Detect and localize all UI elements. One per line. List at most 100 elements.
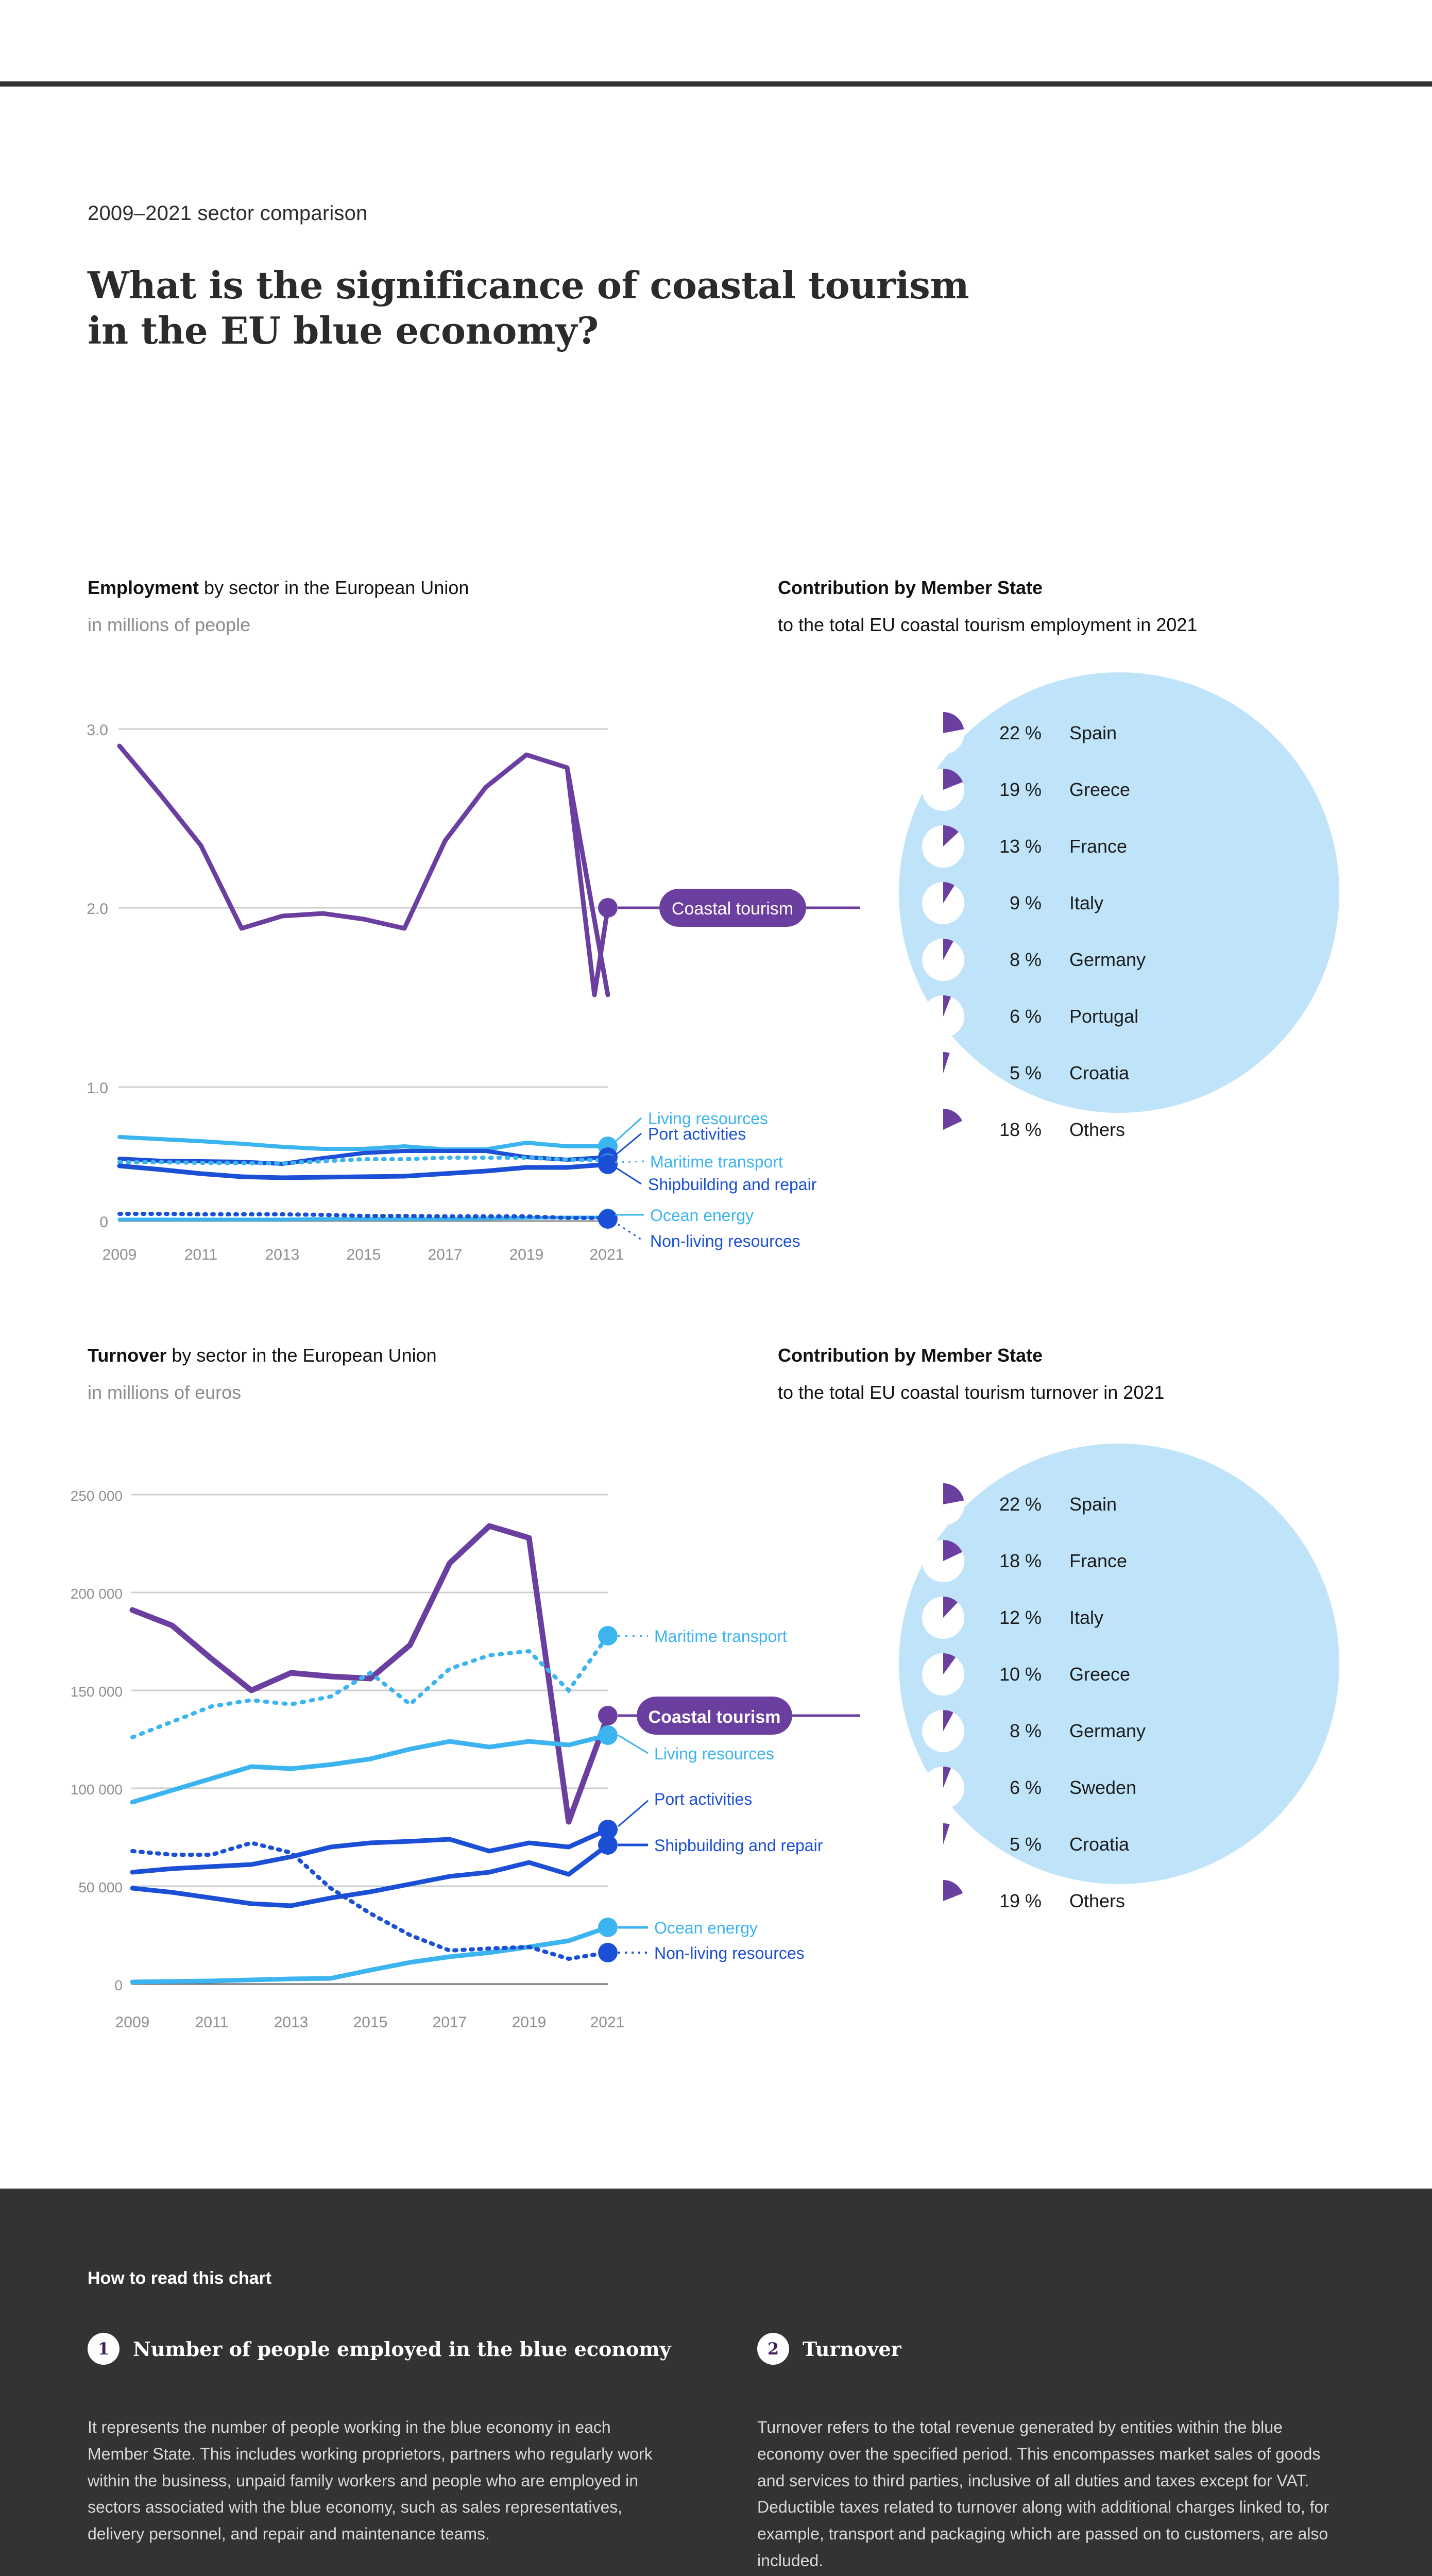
series-ocean-energy — [117, 1215, 610, 1222]
headline-line-1: What is the significance of coastal tour… — [88, 263, 969, 307]
y-tick-100000: 100 000 — [71, 1782, 123, 1798]
page-title: What is the significance of coastal tour… — [88, 263, 1221, 353]
pie-country: Greece — [1069, 1664, 1131, 1685]
x-tick-2013: 2013 — [274, 2014, 309, 2031]
employment-pie-blob — [899, 672, 1339, 1113]
pie-list-item: 22 % Spain — [922, 1476, 1344, 1533]
legend-label-port-activities: Port activities — [654, 1790, 752, 1808]
pie-slice-icon — [922, 1597, 964, 1639]
y-tick-200000: 200 000 — [71, 1586, 123, 1602]
endpoint-living-resources — [598, 1725, 618, 1745]
legend-leader-lines — [618, 1635, 649, 1954]
pie-slice-icon — [922, 995, 964, 1038]
pie-country: Spain — [1069, 1494, 1117, 1515]
series-non-living-resources — [130, 1840, 610, 1961]
x-tick-2009: 2009 — [103, 1246, 137, 1263]
pie-slice-icon — [922, 825, 964, 868]
pie-slice-icon — [922, 769, 964, 811]
series-living-resources — [130, 1733, 610, 1805]
pie-slice-icon — [922, 1823, 964, 1866]
series-coastal-tourism — [117, 743, 610, 997]
y-tick-50000: 50 000 — [78, 1879, 123, 1895]
pie-country: Others — [1069, 1890, 1126, 1911]
pie-percent: 8 % — [1009, 1720, 1042, 1741]
legend-label-living-resources: Living resources — [654, 1744, 774, 1763]
legend-label-maritime-transport: Maritime transport — [650, 1153, 783, 1171]
pie-slice-icon — [922, 1880, 964, 1922]
employment-pie-list: 22 % Spain 19 % Greece 13 % France — [922, 705, 1344, 1158]
legend-label-ocean-energy: Ocean energy — [654, 1919, 758, 1937]
y-tick-250000: 250 000 — [71, 1488, 123, 1504]
pie-country: Greece — [1069, 779, 1131, 800]
pie-percent: 5 % — [1009, 1834, 1042, 1855]
pie-list-item: 5 % Croatia — [922, 1816, 1344, 1873]
employment-chart-title-strong: Employment — [88, 577, 199, 598]
x-axis-ticks: 2009 2011 2013 2015 2017 2019 2021 — [103, 1246, 624, 1263]
y-tick-1: 1.0 — [87, 1080, 108, 1097]
kicker: 2009–2021 sector comparison — [88, 202, 368, 225]
legend-label-non-living-resources: Non-living resources — [650, 1232, 800, 1250]
coastal-tourism-badge[interactable] — [637, 1697, 792, 1735]
pie-list-item: 12 % Italy — [922, 1589, 1344, 1646]
headline-line-2: in the EU blue economy? — [88, 308, 599, 352]
pie-slice-icon — [922, 1540, 964, 1582]
employment-chart-title: Employment by sector in the European Uni… — [88, 577, 706, 599]
legend-label-shipbuilding: Shipbuilding and repair — [648, 1175, 817, 1194]
turnover-pie-heading: Contribution by Member State to the tota… — [778, 1345, 1370, 1403]
turnover-chart-title-strong: Turnover — [88, 1345, 167, 1366]
pie-percent: 12 % — [999, 1607, 1042, 1628]
series-maritime-transport — [117, 1156, 610, 1165]
series-coastal-tourism — [129, 1523, 611, 1825]
turnover-pie-subtitle: to the total EU coastal tourism turnover… — [778, 1382, 1165, 1403]
pie-percent: 6 % — [1009, 1006, 1042, 1027]
pie-list-item: 8 % Germany — [922, 931, 1344, 988]
coastal-tourism-badge-label: Coastal tourism — [649, 1707, 781, 1727]
legend-label-non-living-resources: Non-living resources — [654, 1944, 805, 1962]
series-maritime-transport — [130, 1634, 610, 1739]
pie-list-item: 13 % France — [922, 818, 1344, 875]
pie-country: Spain — [1069, 722, 1117, 743]
footer-col2-body: Turnover refers to the total revenue gen… — [757, 2418, 1329, 2570]
employment-chart-svg: 3.0 2.0 1.0 0 2009 2011 2013 2015 2017 2… — [87, 722, 860, 1263]
y-tick-2: 2.0 — [87, 901, 108, 918]
employment-chart-heading: Employment by sector in the European Uni… — [88, 577, 706, 636]
pie-percent: 5 % — [1009, 1062, 1042, 1083]
employment-section: Employment by sector in the European Uni… — [0, 577, 1432, 1263]
series-shipbuilding — [130, 1842, 610, 1908]
footer-column-2: 2 Turnover Turnover refers to the total … — [757, 2333, 1344, 2574]
pie-country: Portugal — [1069, 1006, 1139, 1027]
employment-pie-heading: Contribution by Member State to the tota… — [778, 577, 1370, 636]
pie-percent: 22 % — [999, 722, 1042, 743]
endpoint-shipbuilding — [598, 1835, 618, 1855]
x-tick-2015: 2015 — [347, 1246, 381, 1263]
legend-label-port-activities: Port activities — [648, 1125, 746, 1143]
x-tick-2015: 2015 — [353, 2014, 388, 2031]
footer-col2-number: 2 — [757, 2333, 789, 2365]
endpoint-coastal-tourism — [598, 1706, 618, 1725]
footer-column-1: 1 Number of people employed in the blue … — [88, 2333, 675, 2574]
pie-percent: 19 % — [999, 779, 1042, 800]
turnover-pie-list: 22 % Spain 18 % France 12 % Italy — [922, 1476, 1344, 1929]
pie-slice-icon — [922, 1653, 964, 1696]
pie-list-item: 19 % Others — [922, 1873, 1344, 1929]
series-port-activities — [130, 1827, 610, 1875]
employment-pie-title: Contribution by Member State — [778, 577, 1043, 598]
employment-chart-title-rest: by sector in the European Union — [199, 577, 469, 598]
coastal-tourism-badge[interactable] — [659, 889, 806, 927]
pie-country: Germany — [1069, 949, 1146, 970]
legend-label-ocean-energy: Ocean energy — [650, 1206, 754, 1225]
pie-slice-icon — [922, 939, 964, 981]
pie-list-item: 18 % Others — [922, 1101, 1344, 1158]
endpoint-port-activities — [598, 1820, 618, 1839]
footer-col2-title: Turnover — [803, 2337, 901, 2361]
footer-col2-head: 2 Turnover — [757, 2333, 1344, 2365]
x-tick-2011: 2011 — [184, 1246, 218, 1263]
legend-label-living-resources: Living resources — [648, 1109, 768, 1128]
pie-slice-icon — [922, 1483, 964, 1526]
turnover-pie-blob — [899, 1444, 1339, 1884]
endpoint-non-living-resources — [598, 1943, 618, 1962]
pie-slice-icon — [922, 712, 964, 754]
pie-percent: 18 % — [999, 1119, 1042, 1140]
x-tick-2021: 2021 — [590, 1246, 624, 1263]
pie-percent: 18 % — [999, 1550, 1042, 1571]
